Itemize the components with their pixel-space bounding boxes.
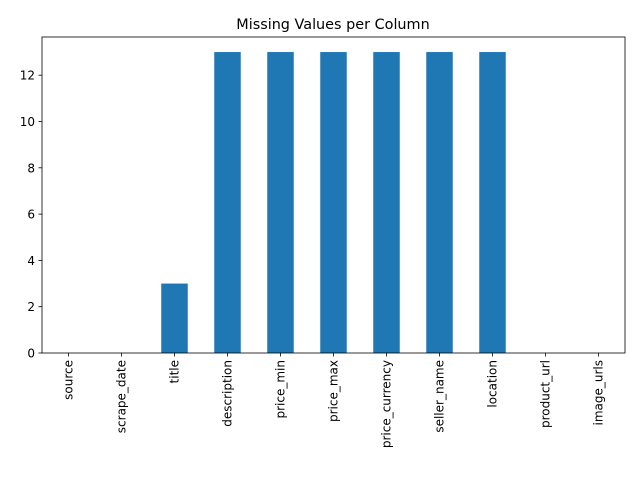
chart-title: Missing Values per Column bbox=[236, 17, 429, 33]
y-axis-ticks: 0 2 4 6 8 10 12 bbox=[20, 69, 42, 361]
y-tick-label: 8 bbox=[27, 161, 35, 175]
bar-price_min bbox=[267, 52, 294, 354]
plot-frame bbox=[41, 36, 626, 354]
x-tick-label: seller_name bbox=[433, 360, 447, 433]
y-tick-label: 6 bbox=[27, 208, 35, 222]
x-tick-label: description bbox=[221, 360, 235, 427]
bar-price_max bbox=[320, 52, 347, 354]
x-tick-label: image_urls bbox=[592, 360, 606, 426]
bars-layer bbox=[161, 52, 506, 354]
y-tick-label: 12 bbox=[20, 69, 35, 83]
bar-description bbox=[214, 52, 241, 354]
x-tick-label: scrape_date bbox=[115, 360, 129, 433]
bar-title bbox=[161, 283, 188, 353]
x-tick-label: source bbox=[62, 360, 76, 400]
x-tick-label: price_max bbox=[327, 360, 341, 422]
x-tick-label: title bbox=[168, 360, 182, 383]
y-tick-label: 2 bbox=[27, 300, 35, 314]
bar-price_currency bbox=[373, 52, 400, 354]
x-axis-ticks: source scrape_date title description price_m… bbox=[62, 353, 606, 448]
x-tick-label: product_url bbox=[539, 360, 553, 428]
y-tick-label: 10 bbox=[20, 115, 35, 129]
y-tick-label: 4 bbox=[27, 254, 35, 268]
bar-location bbox=[479, 52, 506, 354]
bar-seller_name bbox=[426, 52, 453, 354]
y-tick-label: 0 bbox=[27, 347, 35, 361]
x-tick-label: location bbox=[486, 360, 500, 408]
x-tick-label: price_currency bbox=[380, 360, 394, 448]
x-tick-label: price_min bbox=[274, 360, 288, 419]
